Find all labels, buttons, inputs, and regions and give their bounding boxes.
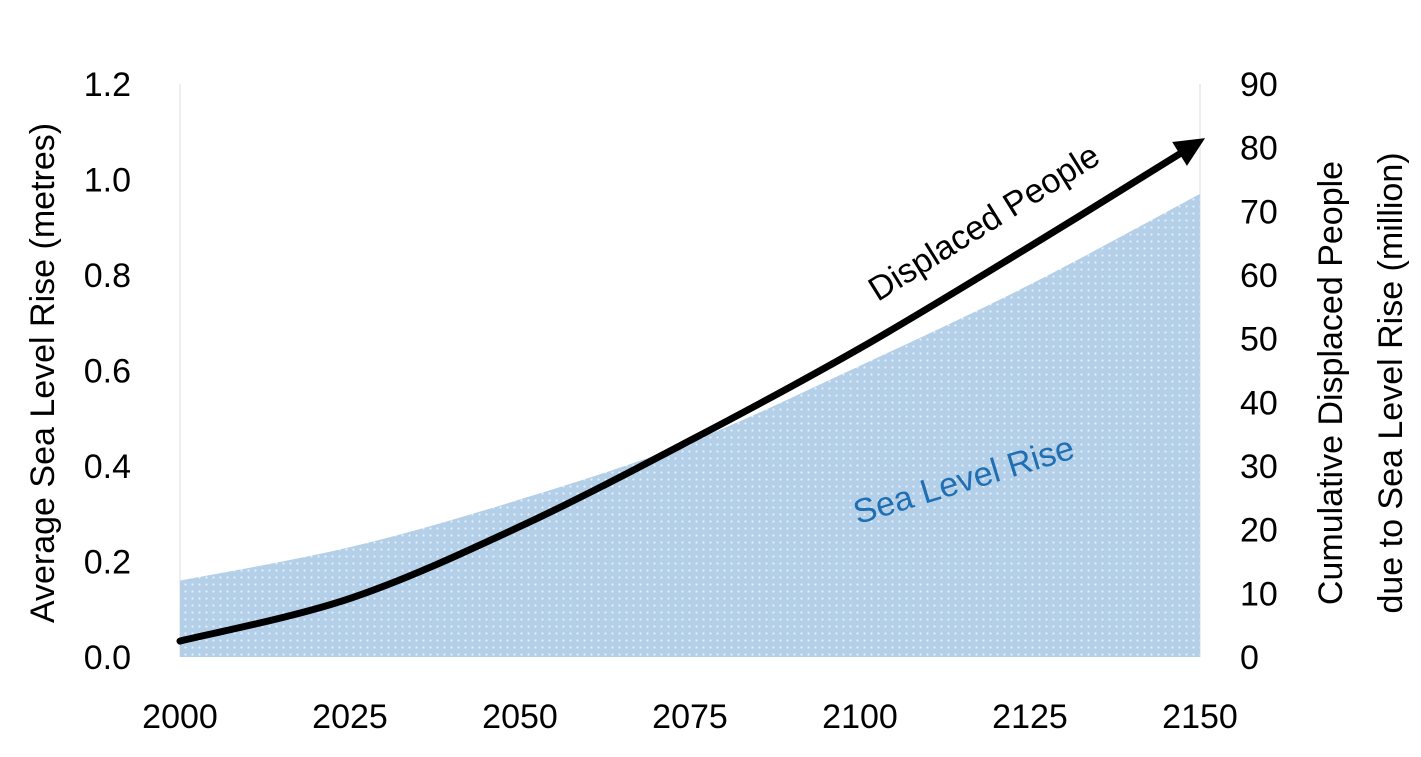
y-right-tick-label: 0 xyxy=(1240,639,1259,677)
y-right-tick-label: 70 xyxy=(1240,193,1278,231)
y-left-axis-title: Average Sea Level Rise (metres) xyxy=(24,123,62,623)
y-right-tick-label: 60 xyxy=(1240,257,1278,295)
y-left-tick-label: 0.4 xyxy=(84,448,131,486)
x-tick-label: 2025 xyxy=(312,698,388,736)
x-axis-ticks: 2000 2025 2050 2075 2100 2125 2150 xyxy=(142,698,1238,736)
displaced-people-arrowhead xyxy=(1172,138,1206,166)
x-tick-label: 2125 xyxy=(992,698,1068,736)
y-left-tick-label: 1.2 xyxy=(84,66,131,104)
y-left-tick-label: 0.2 xyxy=(84,544,131,582)
y-right-tick-label: 20 xyxy=(1240,512,1278,550)
y-right-tick-label: 10 xyxy=(1240,575,1278,613)
y-left-tick-label: 0.6 xyxy=(84,353,131,391)
y-right-tick-label: 50 xyxy=(1240,321,1278,359)
y-left-tick-label: 0.8 xyxy=(84,257,131,295)
y-right-axis-ticks: 0 10 20 30 40 50 60 70 80 90 xyxy=(1240,66,1278,677)
y-right-tick-label: 30 xyxy=(1240,448,1278,486)
sea-level-area xyxy=(180,193,1200,657)
y-right-axis-title-line1: Cumulative Displaced People xyxy=(1312,161,1350,605)
y-right-axis-title-line2: due to Sea Level Rise (million) xyxy=(1372,152,1410,613)
y-left-tick-label: 1.0 xyxy=(84,162,131,200)
y-right-tick-label: 90 xyxy=(1240,66,1278,104)
x-tick-label: 2100 xyxy=(822,698,898,736)
x-tick-label: 2000 xyxy=(142,698,218,736)
x-tick-label: 2150 xyxy=(1162,698,1238,736)
y-right-tick-label: 40 xyxy=(1240,384,1278,422)
y-right-tick-label: 80 xyxy=(1240,130,1278,168)
y-left-tick-label: 0.0 xyxy=(84,639,131,677)
x-tick-label: 2075 xyxy=(652,698,728,736)
displaced-people-line xyxy=(176,148,1187,645)
x-tick-label: 2050 xyxy=(482,698,558,736)
y-left-axis-ticks: 0.0 0.2 0.4 0.6 0.8 1.0 1.2 xyxy=(84,66,131,677)
